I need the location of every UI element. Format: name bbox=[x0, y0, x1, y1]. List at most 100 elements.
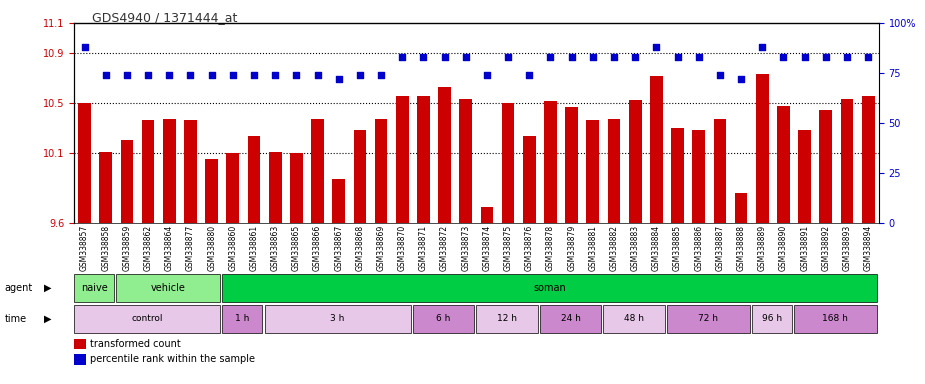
Bar bbox=[734, 194, 747, 384]
Bar bbox=[608, 119, 621, 384]
Text: 72 h: 72 h bbox=[698, 314, 719, 323]
Point bbox=[162, 72, 177, 78]
Text: GSM338887: GSM338887 bbox=[715, 225, 724, 271]
Point bbox=[119, 72, 134, 78]
Point bbox=[268, 72, 283, 78]
Bar bbox=[417, 96, 430, 384]
Bar bbox=[481, 207, 493, 384]
Point bbox=[861, 54, 876, 60]
Text: GSM338866: GSM338866 bbox=[313, 225, 322, 271]
Bar bbox=[523, 136, 536, 384]
Point bbox=[734, 76, 748, 82]
Text: GSM338878: GSM338878 bbox=[546, 225, 555, 271]
Text: soman: soman bbox=[533, 283, 566, 293]
Text: 6 h: 6 h bbox=[437, 314, 450, 323]
FancyBboxPatch shape bbox=[74, 305, 220, 333]
Bar bbox=[693, 129, 705, 384]
Bar bbox=[74, 339, 85, 349]
Text: GSM338876: GSM338876 bbox=[524, 225, 534, 271]
Bar bbox=[311, 119, 324, 384]
FancyBboxPatch shape bbox=[74, 274, 115, 302]
Bar bbox=[79, 103, 91, 384]
Bar bbox=[163, 119, 176, 384]
Text: naive: naive bbox=[80, 283, 107, 293]
Text: GSM338861: GSM338861 bbox=[250, 225, 258, 271]
Point bbox=[352, 72, 367, 78]
FancyBboxPatch shape bbox=[667, 305, 749, 333]
Text: GSM338883: GSM338883 bbox=[631, 225, 640, 271]
Text: GSM338882: GSM338882 bbox=[610, 225, 619, 271]
Text: GSM338881: GSM338881 bbox=[588, 225, 598, 271]
Point bbox=[691, 54, 706, 60]
FancyBboxPatch shape bbox=[265, 305, 411, 333]
Text: GSM338869: GSM338869 bbox=[376, 225, 386, 271]
Point bbox=[543, 54, 558, 60]
Point bbox=[459, 54, 474, 60]
Text: ▶: ▶ bbox=[44, 283, 52, 293]
Bar bbox=[756, 74, 769, 384]
Point bbox=[226, 72, 240, 78]
Text: control: control bbox=[131, 314, 163, 323]
Bar bbox=[184, 120, 197, 384]
Text: GDS4940 / 1371444_at: GDS4940 / 1371444_at bbox=[92, 12, 238, 25]
Text: GSM338874: GSM338874 bbox=[483, 225, 491, 271]
Text: GSM338875: GSM338875 bbox=[503, 225, 512, 271]
Bar bbox=[74, 354, 85, 365]
Point bbox=[204, 72, 219, 78]
Bar bbox=[248, 136, 260, 384]
Bar bbox=[438, 87, 451, 384]
Point bbox=[374, 72, 388, 78]
Point bbox=[819, 54, 833, 60]
Text: 48 h: 48 h bbox=[624, 314, 644, 323]
Point bbox=[77, 44, 92, 50]
Text: GSM338862: GSM338862 bbox=[143, 225, 153, 271]
Text: GSM338871: GSM338871 bbox=[419, 225, 428, 271]
Bar bbox=[713, 119, 726, 384]
Point bbox=[395, 54, 410, 60]
FancyBboxPatch shape bbox=[603, 305, 665, 333]
Point bbox=[586, 54, 600, 60]
Bar bbox=[565, 107, 578, 384]
Bar bbox=[544, 101, 557, 384]
Text: ▶: ▶ bbox=[44, 314, 52, 324]
Point bbox=[331, 76, 346, 82]
Text: GSM338859: GSM338859 bbox=[122, 225, 131, 271]
Text: GSM338863: GSM338863 bbox=[271, 225, 279, 271]
Bar bbox=[629, 100, 642, 384]
Point bbox=[670, 54, 684, 60]
FancyBboxPatch shape bbox=[222, 305, 263, 333]
Bar bbox=[227, 153, 240, 384]
Text: 3 h: 3 h bbox=[330, 314, 345, 323]
Bar bbox=[290, 153, 302, 384]
Point bbox=[628, 54, 643, 60]
Point bbox=[416, 54, 431, 60]
FancyBboxPatch shape bbox=[540, 305, 601, 333]
Text: GSM338884: GSM338884 bbox=[652, 225, 660, 271]
Point bbox=[649, 44, 664, 50]
Text: 12 h: 12 h bbox=[497, 314, 517, 323]
Text: GSM338892: GSM338892 bbox=[821, 225, 831, 271]
Point bbox=[776, 54, 791, 60]
Bar bbox=[269, 152, 281, 384]
FancyBboxPatch shape bbox=[413, 305, 475, 333]
Text: percentile rank within the sample: percentile rank within the sample bbox=[91, 354, 255, 364]
Point bbox=[289, 72, 303, 78]
Point bbox=[310, 72, 325, 78]
Point bbox=[797, 54, 812, 60]
Point bbox=[98, 72, 113, 78]
Point bbox=[500, 54, 515, 60]
Bar bbox=[120, 140, 133, 384]
Bar bbox=[862, 96, 874, 384]
Text: GSM338860: GSM338860 bbox=[228, 225, 238, 271]
Text: GSM338886: GSM338886 bbox=[695, 225, 703, 271]
Text: GSM338888: GSM338888 bbox=[736, 225, 746, 271]
Text: GSM338890: GSM338890 bbox=[779, 225, 788, 271]
Point bbox=[522, 72, 536, 78]
Text: GSM338880: GSM338880 bbox=[207, 225, 216, 271]
Text: GSM338867: GSM338867 bbox=[334, 225, 343, 271]
Text: GSM338877: GSM338877 bbox=[186, 225, 195, 271]
Text: GSM338885: GSM338885 bbox=[673, 225, 682, 271]
Text: 1 h: 1 h bbox=[235, 314, 250, 323]
Point bbox=[438, 54, 452, 60]
Point bbox=[607, 54, 622, 60]
